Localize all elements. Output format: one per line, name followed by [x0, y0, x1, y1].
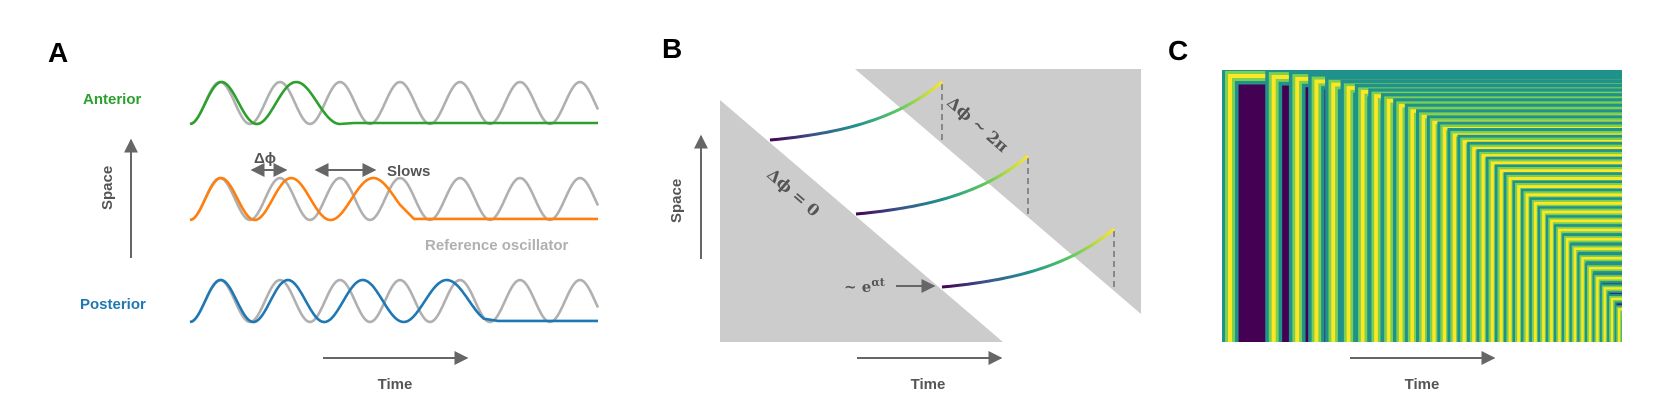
kymograph-band [1525, 193, 1622, 342]
kymograph-band [1626, 331, 1633, 346]
panel-c-letter: C [1168, 35, 1188, 66]
reference-wave-anterior [189, 80, 600, 126]
kymograph-band [1588, 267, 1622, 342]
oscillator-wave-posterior [189, 278, 598, 324]
kymograph-band [1626, 331, 1633, 346]
kymograph-band [1610, 297, 1622, 342]
space-label-a: Space [99, 166, 116, 210]
oscillator-wave-middle [189, 176, 598, 222]
kymograph-band [1596, 277, 1622, 342]
growth-label: ~ eαt [844, 276, 886, 296]
kymograph-band [1533, 201, 1622, 342]
kymograph-band [1462, 140, 1622, 342]
kymograph-band [1481, 154, 1622, 342]
kymograph-band [1603, 287, 1622, 342]
time-label-b: Time [911, 376, 946, 393]
reference-oscillator-label: Reference oscillator [425, 237, 569, 254]
time-label-c: Time [1405, 376, 1440, 393]
kymograph-band [1517, 185, 1622, 342]
kymograph-band [1558, 228, 1622, 342]
kymograph-band [1618, 308, 1622, 342]
space-label-b: Space [668, 179, 685, 223]
oscillator-wave-anterior [189, 80, 598, 126]
panel-b-letter: B [662, 33, 682, 64]
panel-a-letter: A [48, 37, 68, 68]
posterior-label: Posterior [80, 296, 146, 313]
reference-wave-posterior [189, 278, 600, 324]
phase-curve-3 [941, 227, 1115, 289]
oscillator-traces [189, 80, 600, 324]
kymograph-band [1508, 177, 1622, 342]
phase-curve-1 [769, 80, 943, 142]
kymograph-band [1565, 237, 1622, 342]
kymograph-band [1573, 247, 1622, 342]
kymograph-band [1626, 342, 1640, 346]
kymograph-band [1499, 169, 1622, 342]
reference-wave-middle [189, 176, 600, 222]
kymograph-band [1626, 342, 1640, 346]
anterior-label: Anterior [83, 91, 142, 108]
kymograph-band [1490, 161, 1622, 342]
kymograph-band [1626, 331, 1633, 346]
kymograph-band [1550, 219, 1622, 342]
time-label-a: Time [378, 376, 413, 393]
phase-curves [769, 80, 1115, 289]
kymograph [1222, 70, 1640, 346]
slows-label: Slows [387, 163, 430, 180]
kymograph-band [1581, 257, 1622, 342]
delta-phi-label: Δϕ [254, 150, 276, 167]
kymograph-band [1542, 210, 1622, 342]
kymograph-band [1472, 146, 1622, 342]
kymograph-band [1626, 342, 1640, 346]
upper-triangle [855, 69, 1141, 314]
